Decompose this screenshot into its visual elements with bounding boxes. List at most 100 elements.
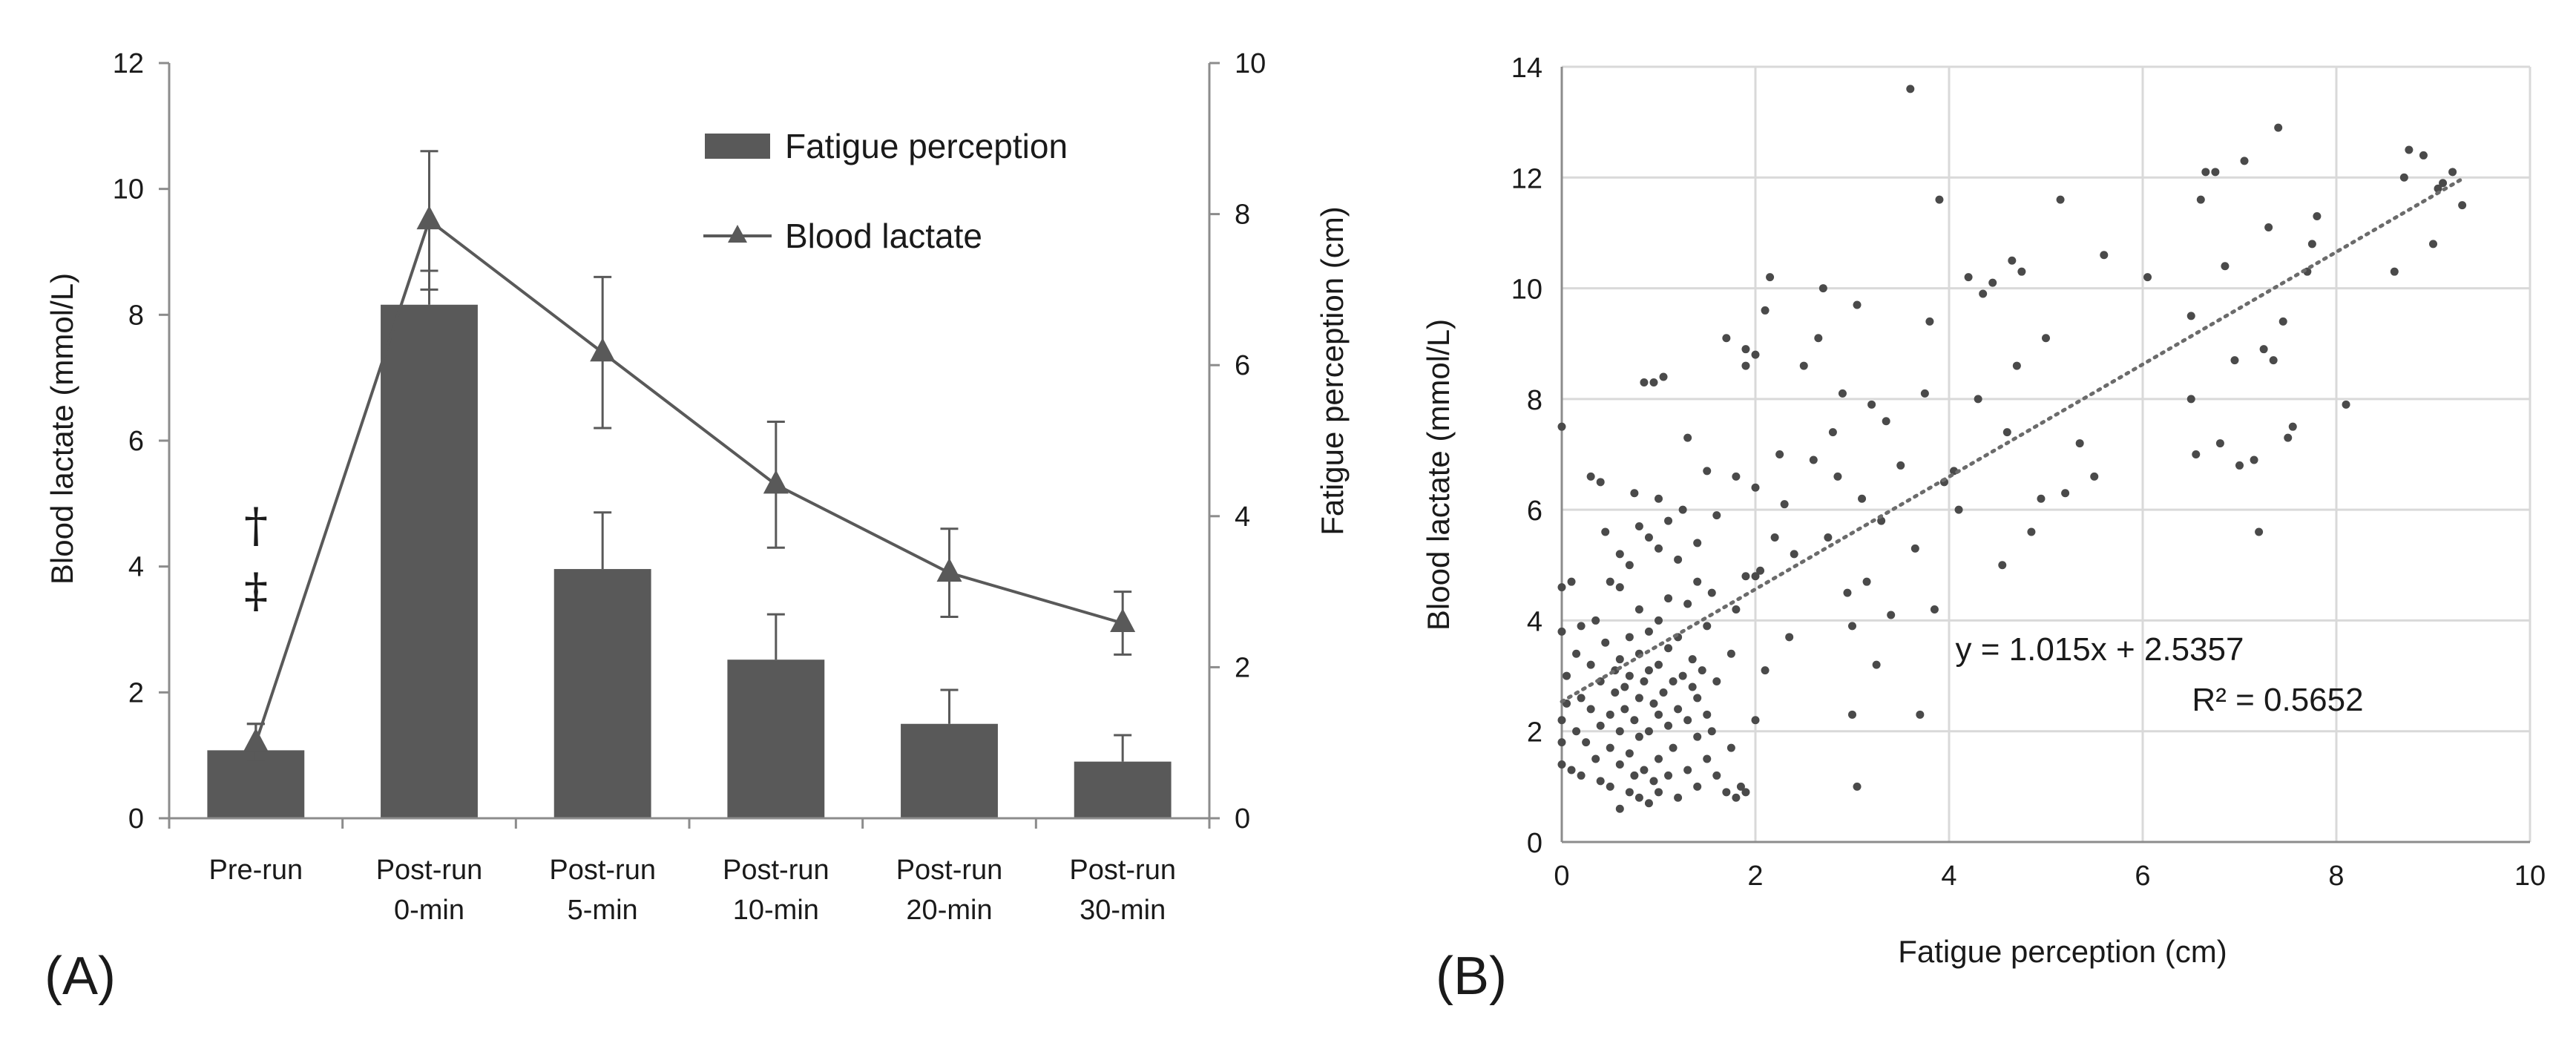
panel-a-right-tick-label: 4 xyxy=(1235,501,1250,533)
scatter-point xyxy=(1649,378,1658,387)
scatter-point xyxy=(1640,766,1649,774)
scatter-point xyxy=(1770,533,1779,542)
scatter-point xyxy=(1572,649,1581,658)
fatigue-bar xyxy=(727,659,825,818)
scatter-point xyxy=(1766,273,1775,282)
scatter-point xyxy=(2235,461,2244,470)
scatter-point xyxy=(2342,400,2350,409)
scatter-point xyxy=(1848,622,1856,631)
lactate-triangle-marker xyxy=(763,470,789,494)
lactate-triangle-marker xyxy=(590,338,616,362)
panel-a-right-tick-label: 8 xyxy=(1235,200,1250,231)
panel-a-lactate-line xyxy=(243,150,1136,763)
scatter-point xyxy=(2002,428,2011,437)
scatter-point xyxy=(1814,334,1823,343)
scatter-point xyxy=(2017,267,2026,276)
legend-lactate-label: Blood lactate xyxy=(785,217,982,255)
scatter-point xyxy=(1843,588,1852,597)
scatter-point xyxy=(2008,256,2017,265)
scatter-point xyxy=(1732,793,1741,802)
scatter-point xyxy=(2196,195,2205,204)
panel-a-chart: 0 2 4 6 8 10 12 0 2 4 6 8 10 Pre-run Post-run 0-min Po… xyxy=(45,48,1350,1006)
scatter-point xyxy=(2230,356,2239,365)
dagger-symbol: † xyxy=(244,499,268,553)
scatter-point xyxy=(1751,483,1760,492)
scatter-point xyxy=(1736,782,1745,791)
scatter-point xyxy=(1703,754,1712,763)
scatter-point xyxy=(2143,273,2152,282)
scatter-point xyxy=(2288,422,2297,431)
scatter-point xyxy=(1615,804,1624,813)
scatter-point xyxy=(2439,179,2448,188)
scatter-point xyxy=(1664,721,1673,730)
scatter-point xyxy=(1930,605,1939,614)
scatter-point xyxy=(1655,494,1663,503)
scatter-point xyxy=(2240,157,2249,165)
panel-a-x-tick-label: 5-min xyxy=(568,895,638,926)
scatter-point xyxy=(1567,766,1576,774)
scatter-point xyxy=(1712,511,1721,520)
scatter-point xyxy=(1785,633,1794,642)
scatter-point xyxy=(1707,727,1716,736)
scatter-point xyxy=(1979,289,1988,298)
panel-b-x-tick-label: 8 xyxy=(2328,861,2344,892)
scatter-point xyxy=(1655,616,1663,625)
scatter-point xyxy=(1703,710,1712,719)
panel-b-y-axis-title: Blood lactate (mmol/L) xyxy=(1421,319,1456,631)
scatter-point xyxy=(1620,682,1629,691)
scatter-point xyxy=(2100,251,2109,260)
scatter-point xyxy=(1664,644,1673,653)
scatter-point xyxy=(1683,433,1692,442)
scatter-point xyxy=(1674,705,1683,714)
scatter-point xyxy=(1625,633,1634,642)
scatter-point xyxy=(1644,533,1653,542)
scatter-point xyxy=(1606,577,1614,586)
panel-a-x-tick-label: Pre-run xyxy=(208,855,303,886)
legend-triangle-marker xyxy=(728,225,747,243)
scatter-point xyxy=(1591,754,1600,763)
scatter-point xyxy=(1910,544,1919,553)
fatigue-bar xyxy=(901,723,998,818)
scatter-point xyxy=(1741,572,1750,581)
panel-a-right-axis-title: Fatigue perception (cm) xyxy=(1315,206,1350,536)
scatter-point xyxy=(1872,660,1881,669)
scatter-point xyxy=(2269,356,2278,365)
scatter-point xyxy=(1790,550,1798,559)
scatter-point xyxy=(1683,766,1692,774)
scatter-point xyxy=(1761,306,1770,315)
scatter-point xyxy=(1669,743,1678,752)
scatter-point xyxy=(1925,317,1934,326)
scatter-point xyxy=(2201,168,2210,177)
scatter-point xyxy=(1644,627,1653,636)
scatter-point xyxy=(1867,400,1876,409)
panel-a-left-tick-label: 0 xyxy=(128,803,144,835)
scatter-point xyxy=(1620,705,1629,714)
scatter-point xyxy=(2056,195,2065,204)
scatter-point xyxy=(1557,627,1566,636)
panel-b-y-tick-label: 6 xyxy=(1527,496,1542,527)
scatter-point xyxy=(1674,793,1683,802)
scatter-point xyxy=(1586,660,1595,669)
panel-a-left-tick-label: 8 xyxy=(128,300,144,331)
fatigue-bar xyxy=(381,304,478,818)
scatter-point xyxy=(1896,461,1905,470)
scatter-point xyxy=(1625,788,1634,797)
scatter-point xyxy=(1634,732,1643,741)
panel-a-bar-error-bars xyxy=(246,269,1132,762)
scatter-point xyxy=(2211,168,2220,177)
panel-a-legend: Fatigue perception Blood lactate xyxy=(703,127,1068,255)
scatter-point xyxy=(2042,334,2050,343)
scatter-point xyxy=(1688,655,1697,664)
scatter-point xyxy=(1606,782,1614,791)
panel-a-right-ticks: 0 2 4 6 8 10 xyxy=(1209,48,1266,835)
scatter-point xyxy=(1741,345,1750,354)
scatter-point xyxy=(1693,539,1702,547)
panel-b-x-tick-label: 2 xyxy=(1747,861,1763,892)
scatter-point xyxy=(1557,583,1566,592)
scatter-point xyxy=(2307,240,2316,249)
scatter-point xyxy=(2399,173,2408,182)
scatter-point xyxy=(1887,611,1896,619)
scatter-point xyxy=(2061,489,2070,498)
scatter-point xyxy=(2215,439,2224,448)
scatter-point xyxy=(1577,771,1586,780)
